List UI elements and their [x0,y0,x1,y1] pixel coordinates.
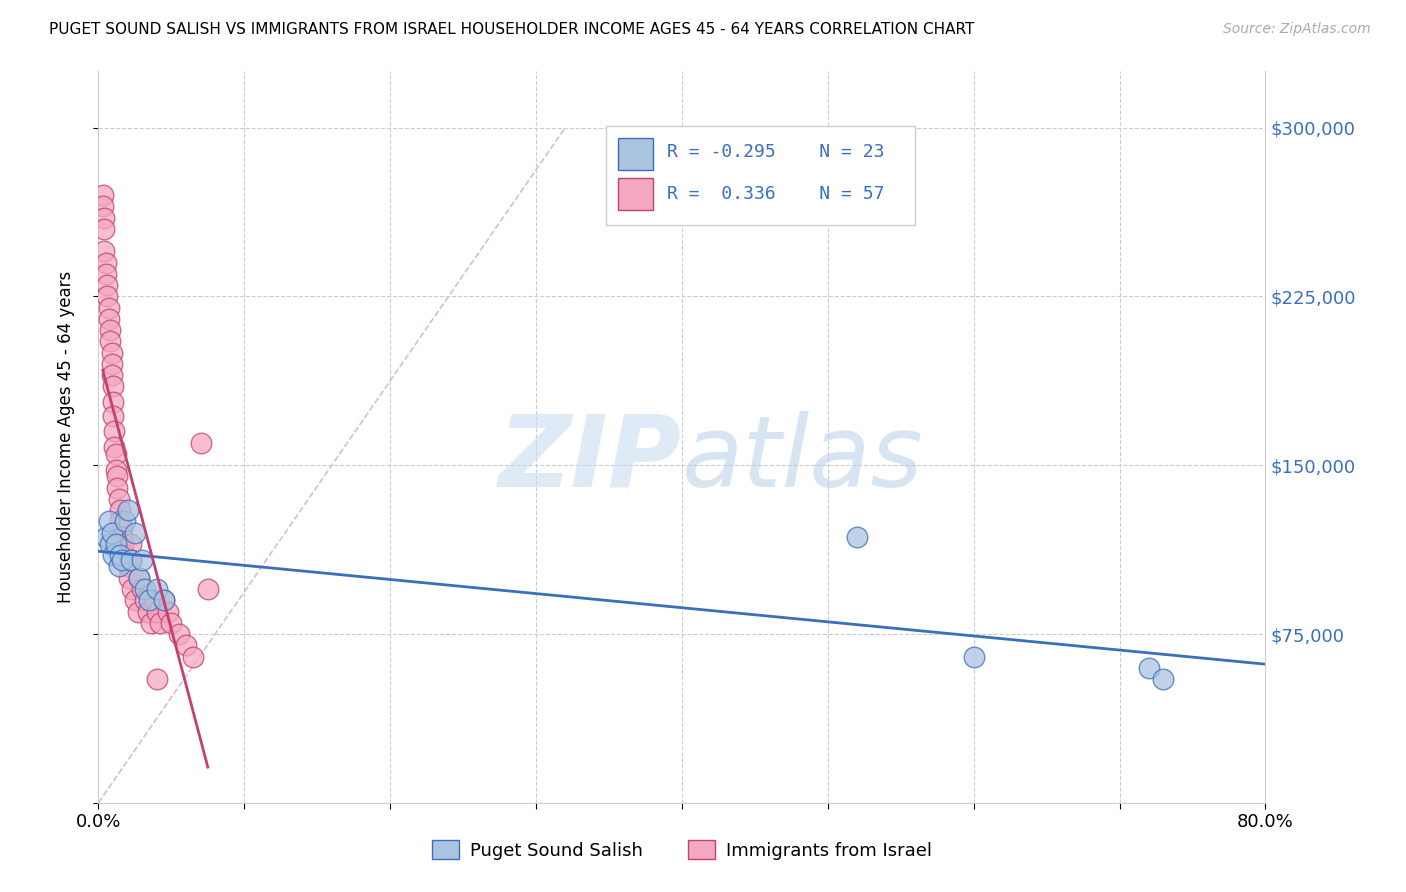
Point [153,593,176,607]
Text: R = -0.295    N = 23: R = -0.295 N = 23 [666,143,884,161]
Point [138,593,160,607]
Text: Source: ZipAtlas.com: Source: ZipAtlas.com [1223,22,1371,37]
Point [111,521,134,535]
FancyBboxPatch shape [606,126,915,225]
Point [153,593,176,607]
Point [167,627,190,641]
Point [97,301,120,315]
Point [115,553,138,567]
Point [160,615,183,630]
Point [108,559,131,574]
Text: R =  0.336    N = 57: R = 0.336 N = 57 [666,186,884,203]
Point [110,515,132,529]
Point [94,530,117,544]
Point [96,289,118,303]
Point [110,548,132,562]
Point [157,605,180,619]
Point [197,582,219,596]
Point [105,481,128,495]
Point [112,537,135,551]
Point [101,395,124,409]
Point [114,548,136,562]
Point [134,582,156,596]
Point [124,525,146,540]
Text: PUGET SOUND SALISH VS IMMIGRANTS FROM ISRAEL HOUSEHOLDER INCOME AGES 45 - 64 YEA: PUGET SOUND SALISH VS IMMIGRANTS FROM IS… [49,22,974,37]
Text: atlas: atlas [682,410,924,508]
Point [128,571,150,585]
Point [120,553,142,567]
Y-axis label: Householder Income Ages 45 - 64 years: Householder Income Ages 45 - 64 years [56,271,75,603]
FancyBboxPatch shape [617,178,652,211]
Point [117,503,139,517]
Point [91,199,114,213]
Point [104,463,127,477]
Point [98,334,121,349]
Point [128,571,150,585]
Point [97,515,120,529]
Point [103,425,125,439]
Point [94,255,117,269]
Point [111,530,134,544]
Point [100,368,122,383]
Point [100,525,122,540]
Point [105,469,128,483]
Text: ZIP: ZIP [499,410,682,508]
Point [142,593,165,607]
Point [111,553,134,567]
Point [124,593,146,607]
Point [94,267,117,281]
Point [134,593,156,607]
FancyBboxPatch shape [617,138,652,170]
Point [149,615,172,630]
Point [100,345,122,359]
Point [120,553,142,567]
Point [174,638,197,652]
Point [131,582,153,596]
Point [146,672,169,686]
Point [962,649,984,664]
Point [98,323,121,337]
Point [1137,661,1160,675]
Point [93,222,115,236]
Point [846,530,869,544]
Point [136,605,159,619]
Point [91,188,114,202]
Point [118,571,141,585]
Point [104,537,127,551]
Point [114,515,136,529]
Point [120,537,142,551]
Point [103,440,125,454]
Point [131,553,153,567]
Point [127,605,149,619]
Point [93,244,115,259]
Point [110,503,132,517]
Point [117,559,139,574]
Point [139,615,162,630]
Point [104,447,127,461]
Point [100,357,122,371]
Point [101,548,124,562]
Point [97,312,120,326]
Point [98,537,121,551]
Point [1152,672,1174,686]
Point [121,582,143,596]
Point [146,582,169,596]
Point [101,379,124,393]
Point [93,211,115,225]
Point [108,491,131,506]
Point [101,409,124,423]
Point [96,278,118,293]
Legend: Puget Sound Salish, Immigrants from Israel: Puget Sound Salish, Immigrants from Isra… [425,833,939,867]
Point [181,649,204,664]
Point [146,605,169,619]
Point [190,435,212,450]
